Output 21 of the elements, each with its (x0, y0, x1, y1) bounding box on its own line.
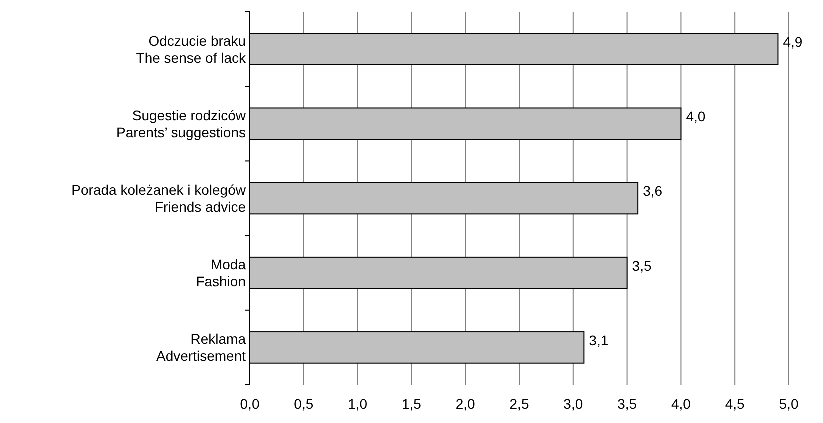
x-tick-label: 0,0 (240, 396, 260, 412)
data-label: 3,5 (632, 258, 652, 274)
x-tick-label: 2,0 (456, 396, 476, 412)
x-tick-label: 5,0 (779, 396, 799, 412)
x-tick-label: 4,0 (671, 396, 692, 412)
y-tick-label: Odczucie braku The sense of lack (136, 32, 247, 66)
x-tick-label: 2,5 (510, 396, 530, 412)
data-label: 4,0 (686, 108, 706, 125)
x-tick-label: 0,5 (294, 396, 314, 412)
x-tick-label: 3,5 (618, 396, 638, 412)
y-tick-label: Reklama Advertisement (156, 331, 246, 364)
data-label: 4,9 (783, 34, 803, 50)
x-tick-label: 1,0 (348, 396, 368, 412)
data-label: 3,1 (589, 332, 609, 348)
y-tick-label: Porada koleżanek i kolegów Friends advice (72, 182, 247, 215)
data-label: 3,6 (643, 183, 663, 200)
x-tick-label: 3,0 (564, 396, 584, 412)
y-tick-label: Moda Fashion (196, 256, 246, 290)
x-tick-label: 1,5 (402, 396, 422, 412)
y-tick-label: Sugestie rodziców Parents’ suggestions (116, 107, 247, 140)
x-tick-label: 4,5 (725, 396, 746, 412)
